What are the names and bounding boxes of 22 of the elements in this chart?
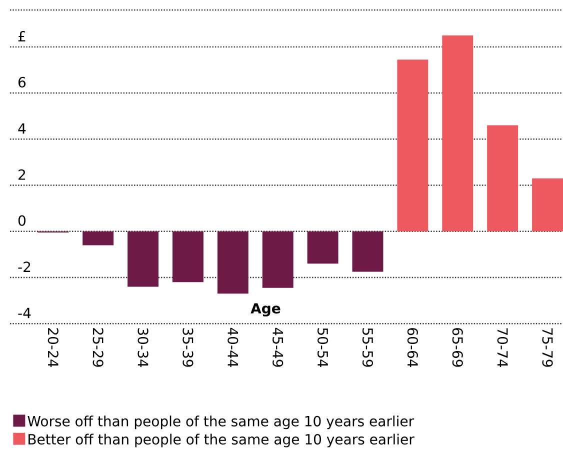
x-tick-label: 60-64 <box>407 328 418 367</box>
y-tick-label: 6 <box>18 76 26 88</box>
x-tick-label: 25-29 <box>92 328 104 367</box>
x-tick-label: 65-69 <box>452 328 463 367</box>
y-tick-label: £ <box>18 30 26 42</box>
x-tick-label: 70-74 <box>497 328 508 367</box>
legend-label: Worse off than people of the same age 10 years earlier <box>28 415 414 429</box>
x-tick-label: 40-44 <box>228 328 238 367</box>
x-tick-label: 45-49 <box>272 328 284 367</box>
x-tick-label: 30-34 <box>138 328 148 367</box>
x-tick-label: 35-39 <box>182 328 194 367</box>
y-tick-label: 0 <box>18 215 26 226</box>
y-tick-label: -2 <box>18 261 30 272</box>
x-tick-label: 50-54 <box>318 328 328 367</box>
x-tick-label: 55-59 <box>362 328 374 367</box>
x-tick-label: 75-79 <box>542 328 553 367</box>
x-axis-title: Age <box>250 302 280 316</box>
y-tick-label: 4 <box>18 123 26 134</box>
x-tick-label: 20-24 <box>48 328 58 367</box>
y-tick-label: 2 <box>18 169 26 180</box>
legend-label: Better off than people of the same age 10 years earlier <box>28 434 414 448</box>
y-tick-label: -4 <box>18 308 31 318</box>
